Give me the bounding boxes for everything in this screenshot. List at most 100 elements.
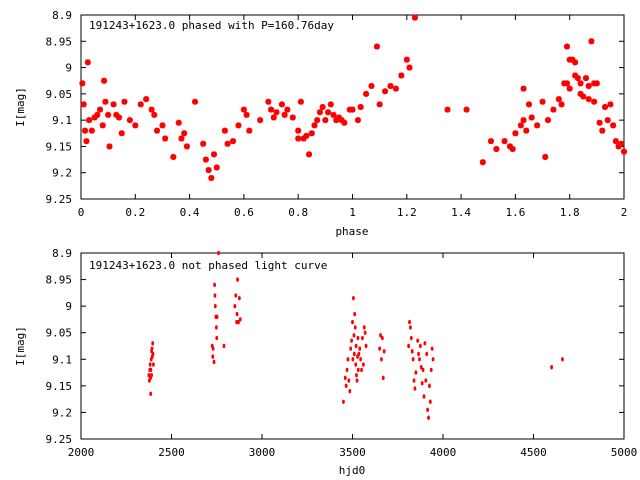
data-point <box>512 130 519 137</box>
data-point <box>212 359 216 365</box>
data-point <box>360 367 363 373</box>
data-point <box>479 159 486 166</box>
unphased-light-curve-chart: 191243+1623.0 not phased light curve hjd… <box>14 247 637 477</box>
data-point <box>555 96 562 103</box>
data-point <box>361 362 365 367</box>
data-point <box>523 127 530 134</box>
data-point <box>380 357 383 362</box>
data-point <box>588 38 595 45</box>
data-point <box>237 295 241 301</box>
data-point <box>150 349 153 354</box>
data-point <box>237 319 240 325</box>
x-tick-label: 1.6 <box>505 206 525 219</box>
data-point <box>354 362 358 367</box>
data-point <box>563 80 570 87</box>
data-point <box>427 415 430 420</box>
data-point <box>149 367 153 373</box>
data-point <box>211 346 215 351</box>
data-point <box>550 106 557 113</box>
data-point <box>352 333 356 338</box>
x-tick-label: 1 <box>349 206 356 219</box>
x-tick-label: 3000 <box>249 446 276 459</box>
data-point <box>143 96 150 103</box>
data-point <box>113 111 120 118</box>
data-point <box>102 98 109 105</box>
data-point <box>213 282 216 288</box>
data-point <box>91 114 98 121</box>
data-point <box>295 127 302 134</box>
data-point <box>316 109 323 116</box>
data-point <box>418 343 422 349</box>
data-point <box>235 311 239 317</box>
data-point <box>509 146 516 153</box>
data-point <box>351 319 354 325</box>
data-point <box>150 373 153 378</box>
data-point <box>319 104 326 110</box>
data-point <box>378 346 382 351</box>
data-point <box>577 90 584 97</box>
data-point <box>353 311 357 317</box>
y-tick-label: 9.05 <box>46 88 73 101</box>
data-point <box>162 135 169 142</box>
y-tick-label: 9.05 <box>46 327 73 340</box>
y-tick-label: 8.95 <box>46 274 73 287</box>
data-point <box>349 106 356 113</box>
data-point <box>520 117 527 124</box>
data-point <box>356 335 360 341</box>
data-point <box>94 111 101 118</box>
data-point <box>558 101 565 108</box>
data-point <box>217 250 220 256</box>
data-point <box>84 59 91 66</box>
data-point <box>354 343 358 349</box>
data-point <box>352 295 355 301</box>
data-point <box>419 365 423 370</box>
x-axis-label: phase <box>335 225 368 238</box>
data-point <box>409 335 413 341</box>
data-point <box>408 319 411 325</box>
data-point <box>121 98 128 105</box>
data-point <box>257 117 264 124</box>
data-point <box>409 325 412 330</box>
data-point <box>88 127 95 134</box>
y-tick-label: 9.2 <box>52 406 72 419</box>
data-point <box>213 293 217 298</box>
data-point <box>517 122 524 129</box>
data-point <box>599 127 606 134</box>
data-point <box>192 98 199 105</box>
data-point <box>200 140 207 147</box>
data-point <box>80 101 87 108</box>
data-point <box>379 333 382 338</box>
data-point <box>270 114 277 121</box>
data-point <box>357 351 361 357</box>
data-point <box>418 357 421 362</box>
data-point <box>501 138 508 145</box>
data-point <box>380 335 384 341</box>
y-tick-label: 8.9 <box>52 9 72 22</box>
data-point <box>382 88 389 95</box>
data-point <box>351 357 355 362</box>
x-tick-label: 2 <box>621 206 628 219</box>
data-point <box>429 367 433 373</box>
x-tick-label: 0.8 <box>288 206 308 219</box>
data-point <box>428 383 431 389</box>
data-point <box>424 378 428 383</box>
data-point <box>354 117 361 124</box>
data-point <box>572 59 579 66</box>
data-point <box>148 362 152 367</box>
data-point <box>284 106 291 113</box>
data-point <box>243 111 250 118</box>
data-point <box>352 351 356 357</box>
data-point <box>110 101 117 108</box>
data-point <box>580 93 587 100</box>
x-tick-label: 4000 <box>430 446 457 459</box>
data-point <box>412 378 416 383</box>
x-tick-label: 0 <box>78 206 85 219</box>
y-tick-label: 9.15 <box>46 380 73 393</box>
data-point <box>183 143 190 150</box>
data-point <box>215 335 219 341</box>
y-tick-label: 9.25 <box>46 193 73 206</box>
data-point <box>214 325 218 330</box>
data-point <box>607 101 614 108</box>
data-point <box>116 114 123 121</box>
